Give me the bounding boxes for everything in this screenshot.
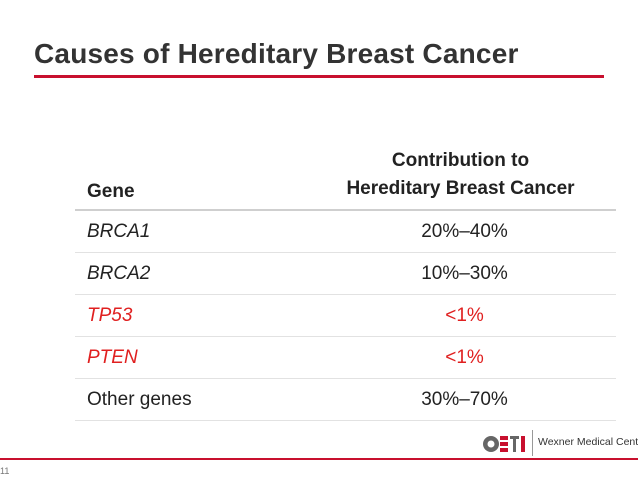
- gene-name: BRCA2: [75, 252, 305, 295]
- header-contribution: Contribution to Hereditary Breast Cancer: [305, 138, 616, 211]
- table-header-row: Gene Contribution to Hereditary Breast C…: [75, 138, 616, 211]
- contribution-value: <1%: [305, 294, 616, 337]
- contribution-value: 30%–70%: [305, 378, 616, 421]
- header-contribution-line2: Hereditary Breast Cancer: [346, 178, 575, 199]
- header-gene: Gene: [75, 138, 305, 211]
- table-row: PTEN <1%: [75, 336, 616, 379]
- gene-contribution-table: Gene Contribution to Hereditary Breast C…: [75, 138, 616, 421]
- wexner-logo: Wexner Medical Center: [482, 428, 638, 462]
- logo-divider: [532, 430, 533, 456]
- footer-rule: [0, 458, 638, 460]
- page-number: 11: [0, 466, 10, 476]
- title-underline: [34, 75, 604, 78]
- table-row: Other genes 30%–70%: [75, 378, 616, 421]
- contribution-value: 20%–40%: [305, 210, 616, 253]
- logo-text: Wexner Medical Center: [538, 436, 638, 448]
- table-row: BRCA2 10%–30%: [75, 252, 616, 295]
- header-contribution-line1: Contribution to: [391, 150, 530, 171]
- contribution-value: <1%: [305, 336, 616, 379]
- gene-name: Other genes: [75, 378, 305, 421]
- table-row: BRCA1 20%–40%: [75, 210, 616, 253]
- slide-title: Causes of Hereditary Breast Cancer: [34, 38, 519, 69]
- gene-name: BRCA1: [75, 210, 305, 253]
- gene-name: PTEN: [75, 336, 305, 379]
- table-row: TP53 <1%: [75, 294, 616, 337]
- ohio-state-logo-icon: [483, 430, 527, 458]
- gene-name: TP53: [75, 294, 305, 337]
- contribution-value: 10%–30%: [305, 252, 616, 295]
